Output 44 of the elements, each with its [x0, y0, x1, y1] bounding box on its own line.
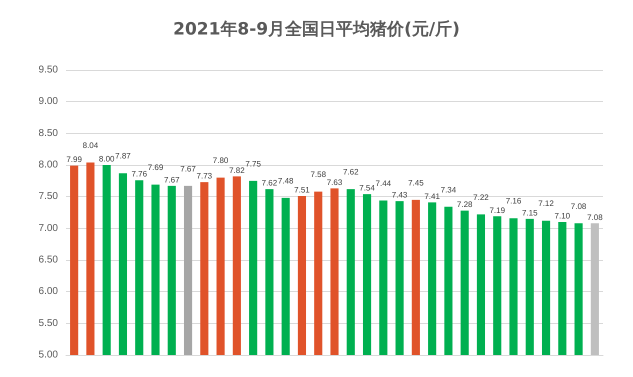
y-tick-label: 8.50 [38, 128, 58, 139]
y-tick-label: 9.00 [38, 96, 58, 108]
data-label: 7.48 [278, 176, 294, 186]
data-label: 7.43 [392, 190, 408, 200]
data-label: 8.04 [82, 140, 99, 150]
y-tick-label: 5.00 [38, 350, 58, 360]
data-label: 7.15 [522, 208, 538, 218]
data-label: 7.58 [310, 170, 327, 180]
data-label: 7.34 [440, 185, 457, 194]
data-label: 7.73 [196, 172, 213, 181]
y-tick-label: 7.50 [38, 191, 58, 202]
data-label: 7.62 [262, 178, 278, 188]
y-tick-label: 5.50 [38, 318, 58, 329]
y-tick-label: 7.00 [38, 222, 58, 234]
data-label: 7.80 [212, 156, 229, 166]
chart-title: 2021年8-9月全国日平均猪价(元/斤) [173, 20, 460, 40]
data-label: 7.08 [570, 202, 587, 211]
data-label: 7.99 [66, 155, 82, 164]
data-label: 7.41 [424, 192, 440, 201]
data-label: 7.54 [359, 184, 376, 193]
data-label: 7.51 [294, 186, 310, 195]
data-label: 7.45 [408, 178, 424, 188]
data-label: 7.75 [245, 159, 262, 168]
data-label: 7.44 [376, 178, 392, 188]
data-label: 7.19 [489, 206, 506, 215]
y-tick-label: 6.50 [38, 254, 58, 266]
data-label: 7.12 [538, 199, 554, 208]
y-tick-label: 9.50 [38, 64, 58, 76]
data-label: 7.76 [131, 170, 148, 179]
data-label: 7.63 [326, 178, 343, 187]
data-label: 7.82 [229, 166, 246, 175]
data-label: 7.28 [456, 200, 474, 210]
y-tick-label: 6.00 [38, 286, 58, 298]
data-label: 7.08 [587, 212, 604, 222]
y-tick-label: 8.00 [38, 160, 58, 170]
data-label: 7.67 [180, 164, 196, 174]
data-label: 7.87 [115, 152, 132, 161]
data-label: 8.00 [98, 154, 116, 164]
data-label: 7.16 [506, 196, 522, 206]
data-label: 7.22 [473, 192, 490, 202]
data-label: 7.10 [554, 212, 571, 220]
data-label: 7.69 [148, 163, 164, 172]
data-label: 7.62 [342, 168, 360, 177]
data-label: 7.67 [164, 175, 180, 184]
